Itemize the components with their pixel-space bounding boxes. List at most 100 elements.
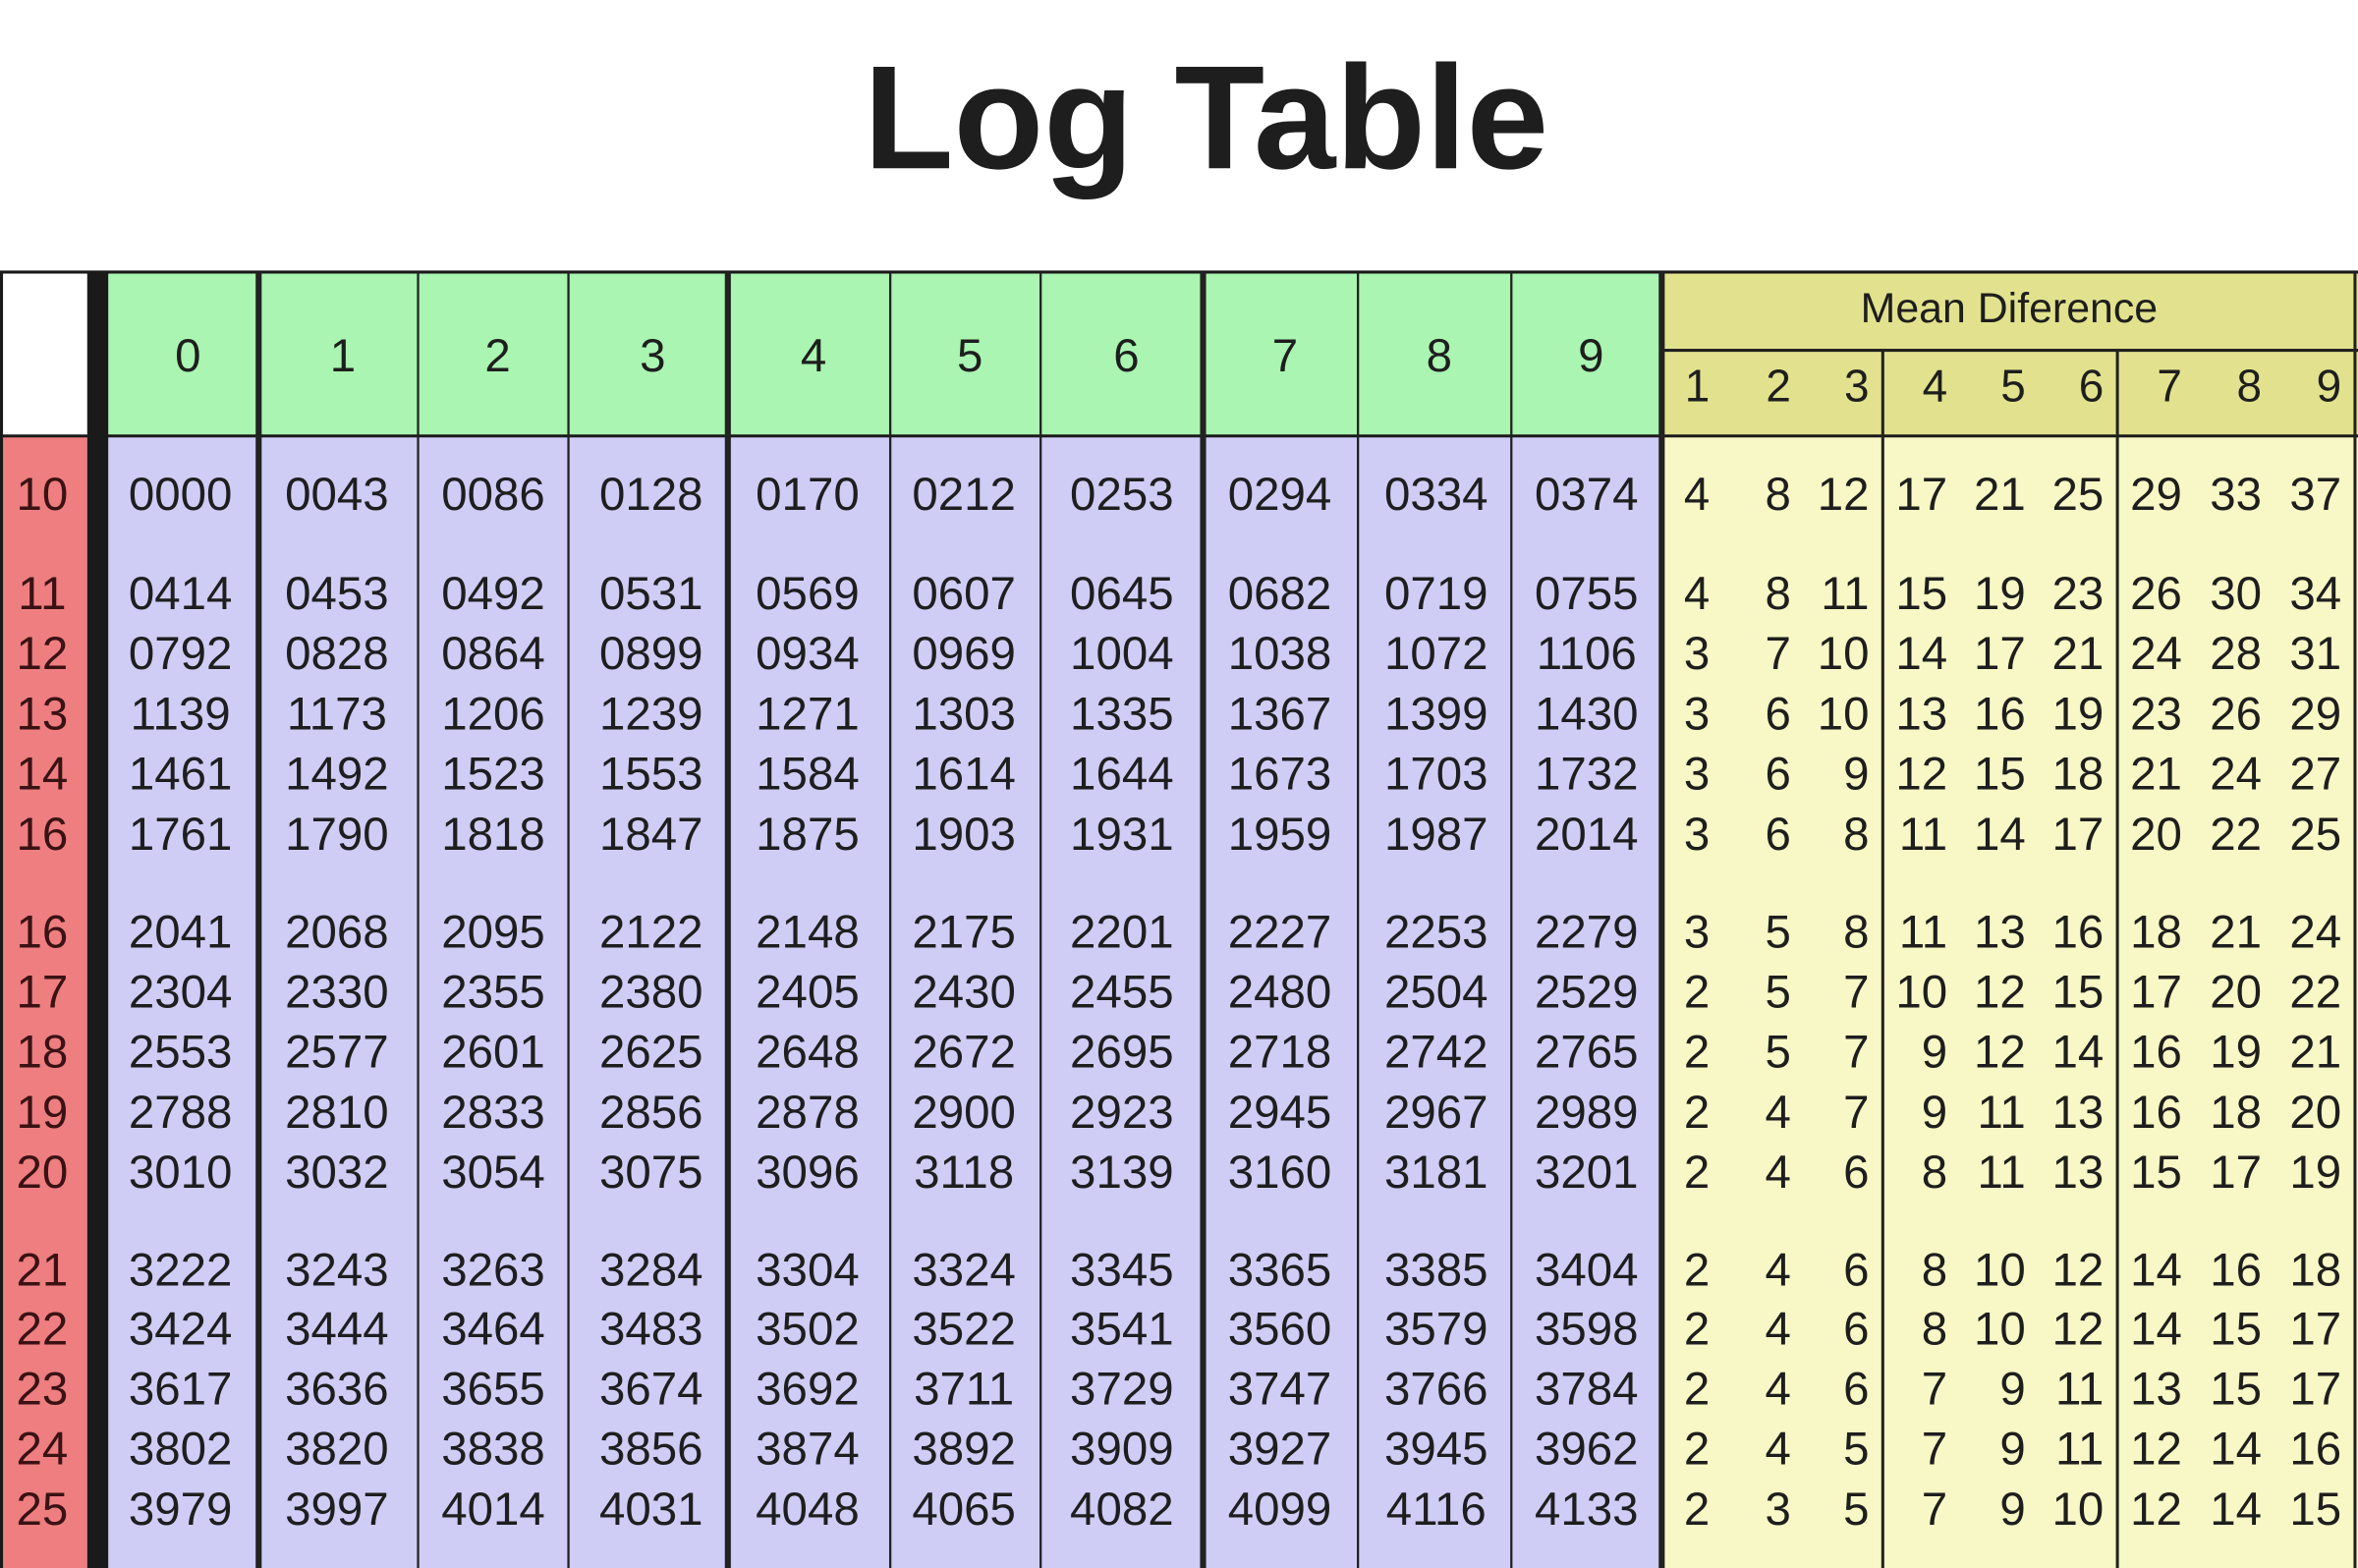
column-header: 4 <box>801 330 826 382</box>
mean-diff-subheader: 1 <box>1685 360 1711 411</box>
log-value: 1492 <box>285 749 389 801</box>
log-value: 1106 <box>1537 628 1637 680</box>
log-value: 1072 <box>1384 628 1488 680</box>
mean-diff-value: 37 <box>2289 469 2341 521</box>
row-label: 25 <box>16 1484 68 1536</box>
mean-diff-value: 12 <box>2130 1424 2182 1476</box>
row-label: 19 <box>16 1087 68 1139</box>
mean-diff-value: 10 <box>1818 688 1870 740</box>
log-value: 3766 <box>1384 1364 1488 1416</box>
log-value: 1399 <box>1384 688 1488 740</box>
log-value: 2765 <box>1535 1027 1639 1079</box>
mean-diff-value: 2 <box>1684 1484 1710 1536</box>
mean-diff-value: 12 <box>1818 469 1870 521</box>
mean-diff-value: 3 <box>1766 1484 1791 1536</box>
mean-diff-value: 15 <box>1974 749 2026 801</box>
mean-diff-value: 20 <box>2210 967 2262 1019</box>
log-value: 3692 <box>756 1364 860 1416</box>
mean-diff-value: 26 <box>2130 568 2182 620</box>
log-value: 3201 <box>1535 1147 1639 1199</box>
mean-diff-value: 30 <box>2210 568 2262 620</box>
log-value: 0969 <box>912 628 1016 680</box>
log-value: 3802 <box>129 1424 233 1476</box>
divider-bar <box>86 271 109 1568</box>
log-value: 2529 <box>1535 967 1639 1019</box>
log-value: 0607 <box>912 568 1016 620</box>
mean-diff-subheader: 3 <box>1844 360 1870 411</box>
log-value: 1584 <box>756 749 860 801</box>
mean-diff-value: 4 <box>1766 1087 1791 1139</box>
log-value: 3927 <box>1228 1424 1332 1476</box>
log-value: 0294 <box>1228 469 1332 521</box>
log-value: 2810 <box>285 1087 389 1139</box>
mean-diff-value: 15 <box>2210 1303 2262 1355</box>
row-label: 21 <box>16 1245 68 1297</box>
mean-diff-value: 21 <box>2130 749 2182 801</box>
log-value: 2967 <box>1384 1087 1488 1139</box>
mean-diff-value: 17 <box>2052 809 2105 861</box>
mean-diff-value: 28 <box>2210 628 2262 680</box>
mean-diff-value: 4 <box>1684 469 1710 521</box>
log-value: 2577 <box>285 1027 389 1079</box>
mean-diff-value: 14 <box>1974 809 2026 861</box>
mean-diff-value: 12 <box>1974 967 2026 1019</box>
log-value: 1732 <box>1535 749 1639 801</box>
mean-diff-value: 2 <box>1684 1087 1710 1139</box>
mean-diff-value: 15 <box>1895 568 1947 620</box>
row-label: 20 <box>16 1147 68 1199</box>
mean-diff-value: 24 <box>2210 749 2262 801</box>
mean-diff-value: 13 <box>2052 1147 2105 1199</box>
mean-diff-value: 11 <box>2055 1424 2104 1476</box>
mean-diff-value: 12 <box>2052 1245 2105 1297</box>
log-value: 2122 <box>599 906 703 958</box>
column-header: 9 <box>1578 330 1603 382</box>
mean-diff-value: 14 <box>2130 1303 2182 1355</box>
mean-diff-value: 8 <box>1922 1303 1947 1355</box>
log-value: 2480 <box>1228 967 1332 1019</box>
log-value: 2068 <box>285 906 389 958</box>
log-value: 2788 <box>129 1087 233 1139</box>
mean-diff-value: 2 <box>1684 1364 1710 1416</box>
log-value: 3304 <box>756 1245 860 1297</box>
row-label: 16 <box>16 906 68 958</box>
mean-diff-value: 29 <box>2130 469 2182 521</box>
mean-diff-value: 26 <box>2210 688 2262 740</box>
mean-diff-value: 3 <box>1684 749 1710 801</box>
mean-diff-value: 29 <box>2289 688 2341 740</box>
log-value: 2253 <box>1384 906 1488 958</box>
mean-diff-value: 14 <box>2052 1027 2105 1079</box>
mean-diff-subheader: 7 <box>2157 360 2182 411</box>
mean-diff-value: 20 <box>2289 1087 2341 1139</box>
log-value: 0828 <box>285 628 389 680</box>
log-value: 3579 <box>1384 1303 1488 1355</box>
log-values-area <box>108 435 1662 1568</box>
mean-diff-value: 6 <box>1843 1245 1869 1297</box>
mean-diff-value: 8 <box>1922 1147 1947 1199</box>
log-value: 3243 <box>285 1245 389 1297</box>
row-label-column <box>0 435 87 1568</box>
log-value: 2553 <box>129 1027 233 1079</box>
log-value: 1335 <box>1070 688 1174 740</box>
mean-diff-value: 17 <box>2130 967 2182 1019</box>
mean-diff-value: 10 <box>2052 1484 2105 1536</box>
mean-diff-value: 9 <box>1999 1484 2025 1536</box>
log-value: 2695 <box>1070 1027 1174 1079</box>
log-value: 3522 <box>912 1303 1016 1355</box>
mean-diff-value: 23 <box>2052 568 2105 620</box>
log-value: 2304 <box>129 967 233 1019</box>
mean-diff-value: 7 <box>1766 628 1791 680</box>
mean-diff-value: 22 <box>2289 967 2341 1019</box>
mean-diff-value: 12 <box>1895 749 1947 801</box>
log-value: 2672 <box>912 1027 1016 1079</box>
mean-diff-value: 19 <box>2289 1147 2341 1199</box>
mean-diff-value: 8 <box>1843 809 1869 861</box>
log-value: 2405 <box>756 967 860 1019</box>
mean-diff-value: 21 <box>2289 1027 2341 1079</box>
mean-diff-value: 19 <box>2052 688 2105 740</box>
log-value: 0212 <box>912 469 1016 521</box>
mean-diff-value: 14 <box>2210 1424 2262 1476</box>
mean-diff-value: 24 <box>2289 906 2341 958</box>
mean-diff-value: 13 <box>1974 906 2026 958</box>
log-value: 3263 <box>441 1245 545 1297</box>
mean-diff-header <box>1661 271 2358 436</box>
